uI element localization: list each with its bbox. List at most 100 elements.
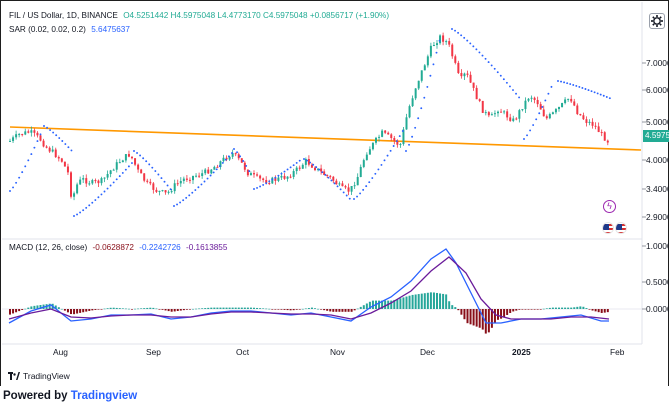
sar-dot [166, 184, 169, 187]
candle-body [457, 62, 460, 74]
sar-dot [499, 74, 502, 77]
sar-dot [518, 96, 521, 99]
candle-body [173, 183, 176, 192]
macd-histogram-bar [573, 307, 576, 309]
sar-dot [248, 170, 251, 173]
time-axis-label: 2025 [512, 347, 531, 357]
time-axis-label: Nov [330, 347, 345, 357]
price-axis-label: 3.4000 [646, 184, 669, 194]
sar-dot [502, 78, 505, 81]
candle-body [204, 169, 207, 174]
sar-dot [348, 197, 351, 200]
chart-canvas[interactable] [1, 1, 669, 387]
candle-body [265, 179, 268, 183]
candle-body [271, 177, 274, 184]
macd-histogram-bar [493, 309, 496, 324]
candle-body [539, 104, 542, 110]
sar-dot [330, 179, 333, 182]
footer-brand-link[interactable]: Tradingview [70, 390, 138, 402]
flag-icon[interactable] [602, 222, 614, 234]
candle-body [146, 180, 149, 182]
sar-dot [265, 182, 268, 185]
macd-histogram-bar [256, 307, 259, 309]
settings-button[interactable] [649, 13, 665, 29]
macd-line [8, 248, 609, 324]
candle-body [88, 183, 91, 185]
macd-histogram-bar [207, 307, 210, 309]
candle-body [259, 175, 262, 179]
candle-body [387, 132, 390, 135]
candle-body [112, 169, 115, 171]
candle-body [231, 153, 234, 157]
candle-body [329, 175, 332, 177]
sar-dot [478, 51, 481, 54]
flag-icon[interactable] [615, 222, 627, 234]
sar-dot [593, 91, 596, 94]
macd-histogram-bar [332, 309, 335, 312]
candle-body [63, 161, 66, 167]
tradingview-brand[interactable]: TradingView [8, 371, 70, 381]
sar-dot [245, 164, 248, 167]
sar-dot [179, 201, 182, 204]
macd-histogram-bar [365, 303, 368, 309]
macd-histogram-bar [57, 307, 60, 309]
macd-histogram-bar [518, 309, 521, 310]
symbol-title[interactable]: FIL / US Dollar, 1D, BINANCE [9, 11, 118, 20]
macd-histogram-bar [317, 308, 320, 310]
candle-body [54, 149, 57, 158]
macd-histogram-bar [396, 299, 399, 309]
macd-histogram-bar [295, 309, 298, 310]
macd-histogram-bar [234, 307, 237, 309]
flash-icon[interactable]: ϟ [603, 200, 616, 213]
candle-body [490, 114, 493, 116]
macd-histogram-bar [326, 309, 329, 311]
macd-histogram-bar [271, 309, 274, 310]
candle-body [167, 191, 170, 193]
candle-body [411, 98, 414, 107]
macd-legend[interactable]: MACD (12, 26, close) -0.0628872 -0.22427… [9, 243, 230, 252]
sar-dot [169, 188, 172, 191]
sar-label: SAR (0.02, 0.02, 0.2) [9, 25, 86, 34]
candle-body [76, 184, 79, 194]
candle-body [201, 173, 204, 176]
footer: Powered by Tradingview [0, 386, 669, 406]
candle-body [442, 35, 445, 42]
macd-histogram-bar [545, 308, 548, 309]
sar-dot [414, 126, 417, 129]
sar-dot [515, 92, 517, 95]
sar-dot [182, 199, 185, 202]
candle-body [256, 174, 259, 176]
macd-histogram-bar [176, 309, 179, 311]
macd-histogram-bar [167, 309, 170, 312]
sar-dot [76, 213, 79, 216]
macd-histogram-bar [329, 309, 332, 312]
macd-histogram-bar [506, 309, 509, 315]
sar-dot [236, 151, 238, 154]
macd-histogram-bar [323, 309, 326, 311]
macd-histogram-bar [558, 307, 560, 309]
candle-body [33, 130, 36, 133]
candle-body [484, 112, 487, 114]
macd-histogram-bar [402, 297, 405, 309]
candle-body [314, 167, 316, 171]
macd-histogram-bar [161, 309, 164, 310]
candle-body [277, 177, 280, 181]
sar-legend[interactable]: SAR (0.02, 0.02, 0.2) 5.6475637 [9, 25, 133, 34]
candle-body [216, 166, 219, 168]
candle-body [219, 161, 222, 168]
candle-body [561, 103, 564, 108]
candle-body [70, 172, 72, 197]
macd-histogram-bar [253, 307, 255, 309]
macd-histogram-bar [335, 309, 338, 312]
macd-histogram-bar [274, 309, 277, 310]
candle-body [103, 177, 106, 179]
sar-dot [206, 177, 209, 180]
macd-histogram-bar [137, 308, 140, 310]
macd-histogram-bar [100, 309, 103, 310]
macd-histogram-bar [503, 309, 506, 317]
sar-dot [420, 107, 423, 110]
sar-dot [85, 206, 88, 209]
sar-dot [118, 175, 121, 178]
candlestick-series [9, 32, 609, 201]
